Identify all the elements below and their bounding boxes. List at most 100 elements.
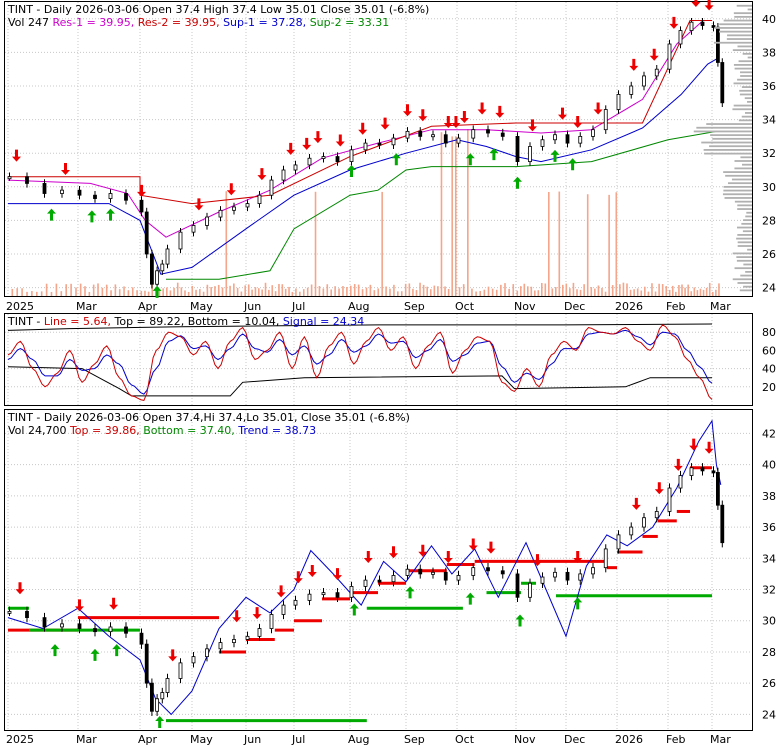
volume-profile-bar <box>736 4 752 7</box>
candle-body <box>93 628 97 633</box>
volume-bar <box>210 287 212 296</box>
sell-arrow-icon <box>61 163 70 176</box>
volume-bar <box>169 290 172 296</box>
price-panel-frame <box>4 1 753 297</box>
volume-bar <box>548 191 550 296</box>
volume-profile-bar <box>733 82 752 85</box>
candle-body <box>160 263 165 272</box>
volume-bar <box>404 283 407 296</box>
volume-profile-bar <box>693 130 752 133</box>
trend-lines <box>7 419 722 716</box>
candle-body <box>700 467 705 472</box>
sell-arrow-icon <box>12 149 21 162</box>
volume-bar <box>454 136 457 296</box>
volume-bar <box>361 289 364 296</box>
volume-bar <box>629 289 632 296</box>
volume-profile-bar <box>724 197 752 199</box>
volume-bar <box>471 288 473 296</box>
y-tick-label: 34 <box>762 552 776 565</box>
buy-arrow-icon <box>349 603 359 616</box>
candle-body <box>93 194 97 199</box>
volume-bar <box>687 284 689 296</box>
volume-bar <box>127 290 130 296</box>
volume-bar <box>357 284 360 296</box>
sell-arrow-icon <box>252 607 262 620</box>
candle-body <box>257 628 262 637</box>
sell-arrow-icon <box>533 554 542 567</box>
y-tick-label: 26 <box>762 248 776 261</box>
sell-arrow-icon <box>333 568 342 581</box>
volume-bar <box>258 288 260 296</box>
signal-arrows <box>12 0 714 298</box>
volume-profile-bar <box>736 259 752 262</box>
volume-bar <box>187 291 190 296</box>
volume-bar <box>520 286 522 296</box>
candle-body <box>42 183 47 194</box>
volume-bar <box>594 288 596 296</box>
price-panel-header-line2: Vol 247 Res-1 = 39.95, Res-2 = 39.95, Su… <box>8 16 389 29</box>
volume-profile-bar <box>696 126 752 129</box>
volume-bar <box>162 288 164 296</box>
x-tick-label: 2025 <box>6 300 34 313</box>
candle-body <box>160 692 165 700</box>
volume-profile-bar <box>737 241 752 244</box>
price-candles <box>7 17 725 289</box>
volume-bar <box>429 289 432 296</box>
volume-bar <box>467 129 469 296</box>
volume-bar <box>310 284 313 296</box>
candle-body <box>471 567 476 576</box>
volume-bar <box>225 191 228 296</box>
y-tick-label: 24 <box>762 708 776 721</box>
candle-body <box>60 189 64 194</box>
sell-arrow-icon <box>443 550 453 563</box>
volume-bar <box>579 289 582 296</box>
volume-profile-bar <box>727 182 752 185</box>
volume-bar <box>166 287 168 296</box>
candle-body <box>642 517 646 528</box>
sell-arrow-icon <box>358 122 368 135</box>
y-tick-label: 38 <box>762 46 776 59</box>
volume-bar <box>247 284 250 296</box>
y-tick-label: 60 <box>762 344 776 357</box>
sell-arrow-icon <box>477 102 487 115</box>
y-tick-label: 26 <box>762 677 776 690</box>
volume-bar <box>608 194 610 296</box>
candle-body <box>191 225 196 233</box>
candle-body <box>553 571 557 578</box>
volume-profile-bar <box>737 45 752 48</box>
candle-body <box>431 134 435 138</box>
candle-body <box>565 571 570 581</box>
buy-arrow-icon <box>391 153 401 166</box>
x-tick-label: Apr <box>138 300 158 313</box>
x-tick-label: Dec <box>564 300 585 313</box>
stochastic-lines <box>7 323 713 401</box>
candle-body <box>528 582 532 598</box>
volume-profile-bar <box>723 19 752 22</box>
volume-bar <box>444 286 446 296</box>
candle-body <box>515 573 520 598</box>
volume-bar <box>397 291 399 296</box>
x-tick-label: 2026 <box>615 300 643 313</box>
volume-bar <box>491 288 494 296</box>
volume-bar <box>236 287 239 296</box>
signal-line <box>7 329 713 395</box>
volume-bar <box>422 284 425 296</box>
volume-profile-bar <box>743 219 752 222</box>
sell-arrow-icon <box>307 565 317 578</box>
candle-body <box>191 656 196 664</box>
volume-bar <box>590 287 593 296</box>
volume-profile-bar <box>713 41 752 44</box>
x-tick-label: Oct <box>455 733 475 745</box>
candle-body <box>486 129 490 134</box>
x-tick-label: Mar <box>710 300 731 313</box>
volume-bar <box>715 289 717 296</box>
candle-body <box>108 626 113 633</box>
volume-profile-bar <box>737 226 752 229</box>
volume-bar <box>678 285 680 296</box>
volume-bar <box>291 291 294 296</box>
candle-body <box>377 579 382 583</box>
candle-body <box>245 203 250 208</box>
volume-bar <box>299 291 301 296</box>
sell-arrow-icon <box>704 0 714 11</box>
volume-bar <box>334 286 336 296</box>
